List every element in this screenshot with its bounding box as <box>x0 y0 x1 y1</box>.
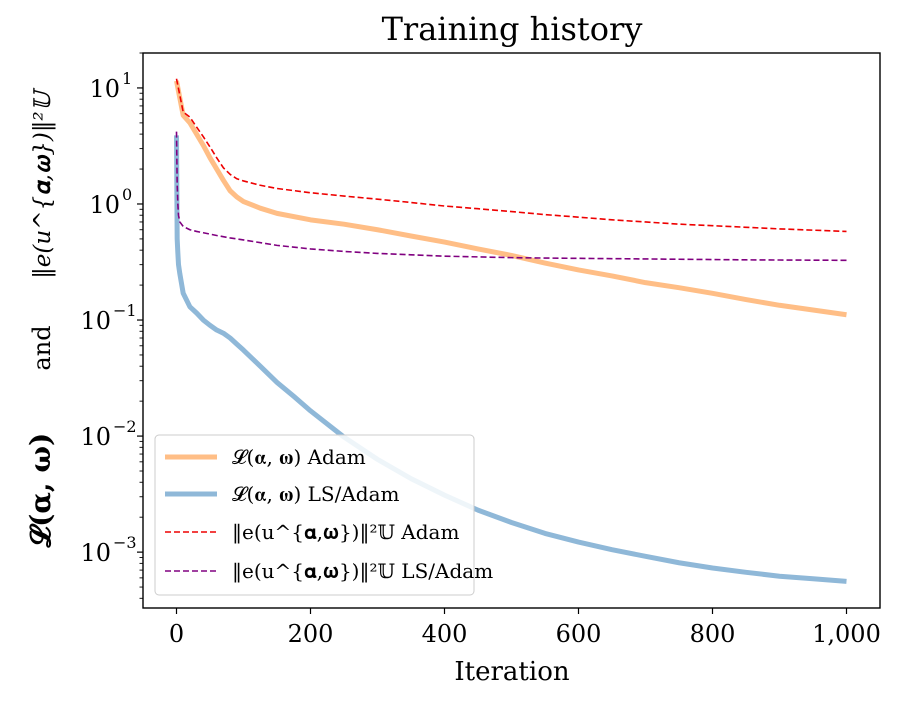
y-tick-exponent: 0 <box>122 185 132 204</box>
series-line-error-adam <box>175 78 847 233</box>
legend-label-error-adam: ‖e(u^{𝛂,𝛚})‖²𝕌 Adam <box>232 520 459 545</box>
y-tick-exponent: −3 <box>113 533 137 552</box>
series-line-loss-lsadam <box>174 135 847 584</box>
plot-frame <box>142 52 881 609</box>
y-tick-label: 10 <box>89 75 120 103</box>
series-layer <box>174 78 847 584</box>
x-tick-label: 400 <box>422 620 468 648</box>
series-line-loss-adam <box>174 80 847 318</box>
y-tick-exponent: −1 <box>113 301 137 320</box>
legend-label-error-lsadam: ‖e(u^{𝛂,𝛚})‖²𝕌 LS/Adam <box>232 559 493 584</box>
y-axis-label-loss: 𝓛(𝛂, 𝛚) <box>24 433 57 549</box>
y-tick-label: 10 <box>89 191 120 219</box>
y-tick-label: 10 <box>80 307 111 335</box>
y-tick-label: 10 <box>80 423 111 451</box>
legend-label-loss-lsadam: 𝓛(𝛂, 𝛚) LS/Adam <box>232 482 400 506</box>
y-tick-exponent: −2 <box>113 417 137 436</box>
y-tick-label: 10 <box>80 539 111 567</box>
x-tick-label: 800 <box>690 620 736 648</box>
y-axis-label-error: ‖e(u^{𝛂,𝛚})‖²𝕌 <box>30 87 56 278</box>
x-tick-label: 200 <box>288 620 334 648</box>
y-axis-label: 𝓛(𝛂, 𝛚) and ‖e(u^{𝛂,𝛚})‖²𝕌 <box>24 87 57 548</box>
legend-box <box>154 434 475 596</box>
legend: 𝓛(𝛂, 𝛚) Adam 𝓛(𝛂, 𝛚) LS/Adam ‖e(u^{𝛂,𝛚})… <box>154 434 493 596</box>
series-line-error-lsadam <box>175 131 847 262</box>
x-tick-label: 600 <box>556 620 602 648</box>
x-tick-label: 0 <box>169 620 184 648</box>
x-axis-ticks: 0 200 400 600 800 1,000 <box>169 608 881 648</box>
x-axis-label: Iteration <box>454 657 569 687</box>
y-axis-label-and: and <box>28 325 56 370</box>
x-tick-label: 1,000 <box>812 620 881 648</box>
chart-title: Training history <box>382 10 643 48</box>
y-tick-exponent: 1 <box>122 69 132 88</box>
legend-label-loss-adam: 𝓛(𝛂, 𝛚) Adam <box>232 445 366 469</box>
